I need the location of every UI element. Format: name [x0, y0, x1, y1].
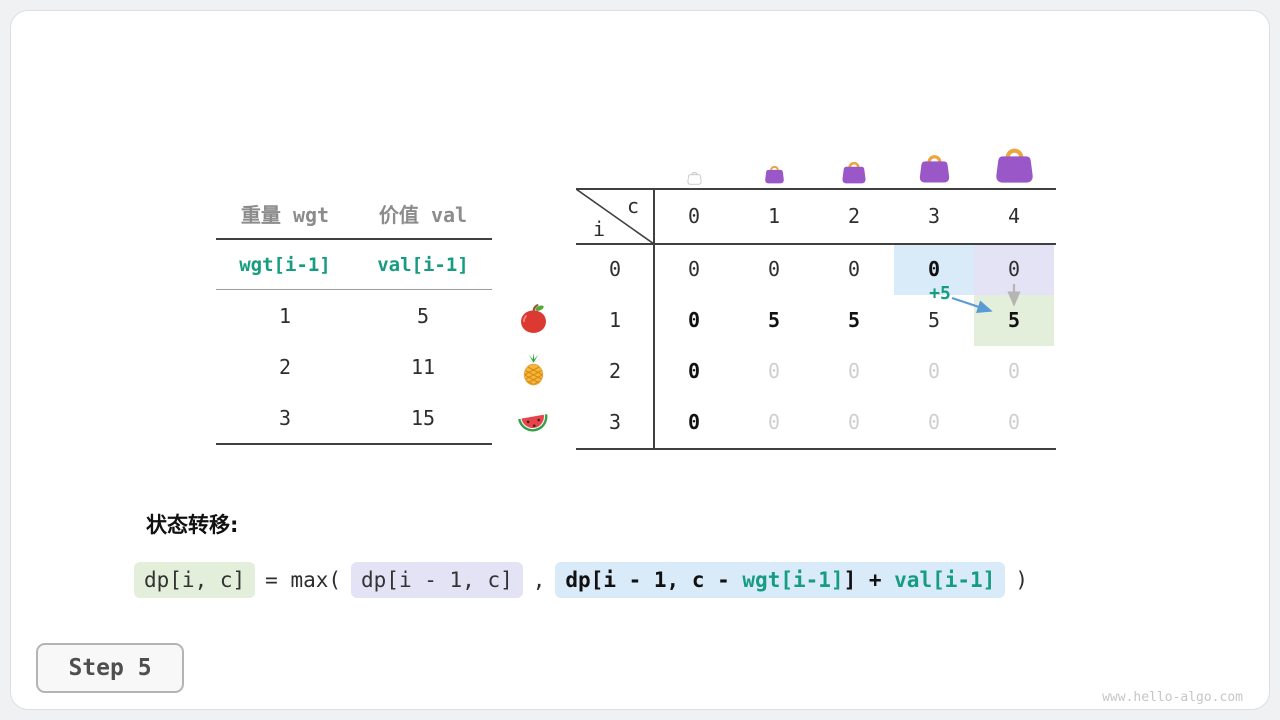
- item-val-value: 15: [410, 405, 436, 430]
- item-table-body: 1 5 2 11 3 15: [216, 290, 492, 445]
- dp-cell: 0: [974, 244, 1054, 295]
- dp-col-header: 3: [927, 204, 941, 228]
- formula-comma: ,: [532, 568, 546, 592]
- dp-cell: 0: [687, 359, 701, 383]
- dp-row-header: 0: [608, 257, 622, 281]
- dp-cell: 0: [847, 410, 861, 434]
- dp-cell: 5: [847, 308, 861, 332]
- item-table-header: 重量 wgt 价值 val: [216, 188, 492, 240]
- formula-take-bracket: ]: [843, 568, 857, 592]
- step-label: Step 5: [68, 655, 152, 681]
- transition-heading: 状态转移:: [146, 513, 239, 537]
- dp-col-header: 2: [847, 204, 861, 228]
- corner-row-label: i: [593, 217, 606, 241]
- apple-icon: [516, 301, 551, 336]
- item-index-cell: wgt[i-1]: [239, 253, 331, 276]
- corner-col-label: c: [626, 194, 639, 218]
- dp-vertical-rule: [653, 189, 655, 450]
- formula-max-operator: = max(: [265, 568, 342, 592]
- pineapple-icon: [516, 352, 551, 387]
- formula-dp-current-chip: dp[i, c]: [134, 562, 256, 598]
- dp-cell: 0: [927, 410, 941, 434]
- formula-dp-take-chip: dp[i - 1, c - wgt[i-1]] + val[i-1]: [555, 562, 1006, 598]
- dp-cell: 0: [687, 410, 701, 434]
- formula-plus-sign: +: [856, 568, 895, 592]
- dp-row: 1 0 5 5 5 5: [576, 295, 1054, 346]
- dp-cell: 0: [1007, 359, 1021, 383]
- item-table: 重量 wgt 价值 val wgt[i-1] val[i-1] 1 5 2 11 3 15: [216, 188, 492, 445]
- item-index-cell: val[i-1]: [377, 253, 469, 276]
- dp-row: 2 0 0 0 0 0: [576, 346, 1054, 397]
- item-wgt-value: 3: [278, 405, 292, 430]
- dp-cell: 0: [687, 308, 701, 332]
- bag-icon-4: [994, 141, 1035, 185]
- item-col-header: 重量 wgt: [240, 202, 330, 227]
- dp-col-header: 4: [1007, 204, 1021, 228]
- diagonal-divider: [576, 189, 654, 244]
- dp-col-header: 1: [767, 204, 781, 228]
- formula-wgt-term: wgt[i-1]: [742, 568, 844, 592]
- fruit-column: [513, 293, 553, 446]
- dp-row: 3 0 0 0 0 0: [576, 397, 1054, 448]
- dp-header-rule: [576, 243, 1056, 245]
- dp-cell: 0: [767, 257, 781, 281]
- dp-corner-cell: c i: [576, 189, 654, 244]
- dp-cell: 0: [927, 359, 941, 383]
- dp-col-headers: 0 1 2 3 4: [654, 189, 1054, 244]
- dp-row-header: 1: [608, 308, 622, 332]
- step-badge: Step 5: [36, 643, 184, 693]
- fruit-slot: [513, 293, 553, 344]
- dp-row-header: 3: [608, 410, 622, 434]
- item-val-value: 5: [416, 303, 430, 328]
- dp-cell: 0: [687, 257, 701, 281]
- watermark: www.hello-algo.com: [1102, 690, 1243, 705]
- formula-close-paren: ): [1015, 568, 1028, 592]
- bag-icon-3: [918, 149, 951, 185]
- item-index-row: wgt[i-1] val[i-1]: [216, 240, 492, 290]
- item-wgt-value: 1: [278, 303, 292, 328]
- dp-col-header: 0: [687, 204, 701, 228]
- dp-table-header: c i 0 1 2 3 4: [576, 189, 1056, 244]
- bag-icon-2: [841, 157, 867, 185]
- watermelon-icon: [516, 403, 551, 438]
- bag-empty-icon: [686, 169, 702, 185]
- dp-cell: 0: [767, 359, 781, 383]
- plus-value-annotation: +5: [929, 283, 951, 304]
- dp-cell: 0: [847, 257, 861, 281]
- bag-icon-1: [764, 162, 785, 185]
- formula-dp-skip-chip: dp[i - 1, c]: [351, 562, 523, 598]
- dp-top-rule: [576, 188, 1056, 190]
- dp-cell: 5: [974, 295, 1054, 346]
- dp-cell: 5: [927, 308, 941, 332]
- transition-formula: dp[i, c] = max( dp[i - 1, c] , dp[i - 1,…: [134, 562, 1028, 598]
- dp-cell: 0: [767, 410, 781, 434]
- item-val-value: 11: [410, 354, 436, 379]
- dp-cell: 0: [894, 244, 974, 295]
- item-row: 3 15: [216, 392, 492, 443]
- fruit-slot: [513, 395, 553, 446]
- dp-cell: 5: [767, 308, 781, 332]
- item-col-header: 价值 val: [378, 202, 468, 227]
- dp-bottom-rule: [576, 448, 1056, 450]
- dp-cell: 0: [847, 359, 861, 383]
- bags-row: [576, 129, 1056, 187]
- dp-row-header: 2: [608, 359, 622, 383]
- formula-take-prefix: dp[i - 1, c -: [565, 568, 743, 592]
- formula-val-term: val[i-1]: [894, 568, 996, 592]
- figure-card: 重量 wgt 价值 val wgt[i-1] val[i-1] 1 5 2 11 3 15 c…: [10, 10, 1270, 710]
- item-row: 2 11: [216, 341, 492, 392]
- dp-cell: 0: [1007, 410, 1021, 434]
- fruit-slot: [513, 344, 553, 395]
- item-wgt-value: 2: [278, 354, 292, 379]
